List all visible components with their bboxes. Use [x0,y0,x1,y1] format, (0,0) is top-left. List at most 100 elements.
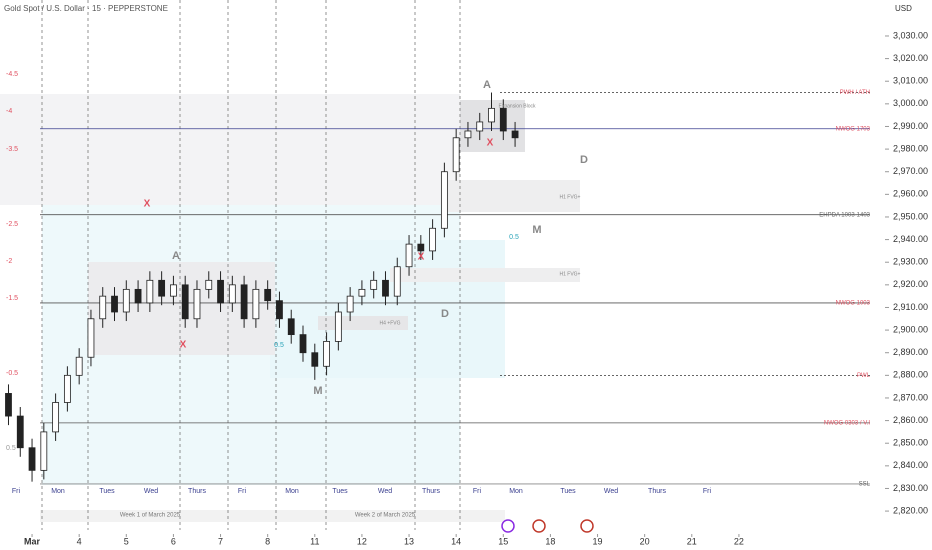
y-tick-label: 2,830.00 [893,483,928,493]
level-label: SSL [859,482,871,488]
candle-body [499,107,507,132]
x-tick-label: Mar [24,536,41,546]
candle-body [476,121,484,132]
candle-body [170,284,177,297]
weekday-label: Tues [99,488,115,495]
candle-body [334,311,342,342]
y-tick-label: 2,870.00 [893,392,928,402]
weekday-label: Fri [238,488,247,495]
x-tick-label: 11 [310,536,319,546]
y-tick-label: 2,890.00 [893,347,928,357]
candle-body [181,284,189,320]
y-tick-label: 2,920.00 [893,279,928,289]
weekday-label: Wed [144,488,158,495]
y-tick-label: 2,960.00 [893,189,928,199]
annotation: M [532,224,541,236]
candle-body [158,279,166,297]
annotation: A [172,250,180,262]
candle-body [417,243,425,252]
candle-body [393,266,401,297]
weekday-label: Mon [509,488,523,495]
candle-body [452,137,460,173]
candle-body [217,279,224,304]
candle-body [146,279,154,304]
zone [0,94,460,205]
level-label: NWOG 1703 [836,126,871,132]
y-tick-label: 2,990.00 [893,121,928,131]
event-icon [580,519,594,533]
event-icon [532,519,546,533]
y-tick-label: 3,010.00 [893,76,928,86]
y-tick-label: 2,820.00 [893,505,928,515]
x-tick-label: 19 [593,536,603,546]
annotation: X [144,199,151,210]
candle-body [358,288,366,297]
zone [442,180,580,212]
candle-body [16,415,24,449]
y-tick-label: 3,000.00 [893,98,928,108]
fib-label: -1.5 [6,295,18,302]
weekday-label: Mon [51,488,65,495]
x-tick-label: 7 [218,536,223,546]
zone [270,240,505,378]
weekday-label: Thurs [422,488,440,495]
currency: USD [895,4,912,13]
chart-title: Gold Spot / U.S. Dollar · 15 · PEPPERSTO… [4,4,168,13]
y-tick-label: 2,880.00 [893,370,928,380]
candle-body [87,318,95,358]
candle-body [488,107,495,123]
weekday-label: Fri [703,488,712,495]
box-label: 0.5 [509,234,519,241]
candle-body [264,288,272,302]
candle-body [193,288,201,320]
candle-body [205,279,213,290]
x-tick-label: 22 [734,536,744,546]
annotation: D [441,308,449,320]
x-tick-label: 4 [77,536,82,546]
fib-label: -4.5 [6,71,18,78]
annotation: X [180,340,187,351]
box-label: H1 FVG+ [560,271,581,277]
annotation: A [483,79,491,91]
y-tick-label: 2,980.00 [893,143,928,153]
weekday-label: Thurs [188,488,206,495]
annotation: X [487,138,494,149]
candle-body [111,295,118,313]
weekday-label: Fri [12,488,21,495]
week-label: Week 1 of March 2025 [120,513,181,519]
level-label: PWH / ATH [840,90,870,96]
level-label: EHPDA 1003-1403 [819,212,870,218]
week-label: Week 2 of March 2025 [355,513,416,519]
x-tick-label: 6 [171,536,176,546]
fib-label: -4 [6,108,12,115]
fib-label: -2 [6,258,12,265]
candle-body [240,284,248,320]
candle-body [252,288,260,320]
x-tick-label: 13 [404,536,414,546]
y-tick-label: 2,930.00 [893,257,928,267]
candle-body [382,279,389,297]
y-tick-label: 2,860.00 [893,415,928,425]
y-tick-label: 3,020.00 [893,53,928,63]
candle-body [134,288,142,304]
weekday-label: Wed [378,488,392,495]
level-label: NWOG 0303 / V.I [824,420,870,426]
candle-body [276,300,283,320]
fib-label: -3.5 [6,146,18,153]
event-icon [501,519,515,533]
candle-body [346,295,354,313]
candle-body [40,431,48,471]
weekday-label: Mon [285,488,299,495]
candle-body [28,447,36,471]
y-tick-label: 2,850.00 [893,438,928,448]
annotation: D [580,154,588,166]
box-label: 0.5 [274,342,284,349]
level-label: PWL [857,373,871,379]
fib-label: -2.5 [6,221,18,228]
x-tick-label: 14 [451,536,461,546]
fib-label: 0.5 [6,445,16,452]
candle-body [311,352,319,367]
weekday-label: Wed [604,488,618,495]
fib-label: -0.5 [6,370,18,377]
y-tick-label: 2,940.00 [893,234,928,244]
